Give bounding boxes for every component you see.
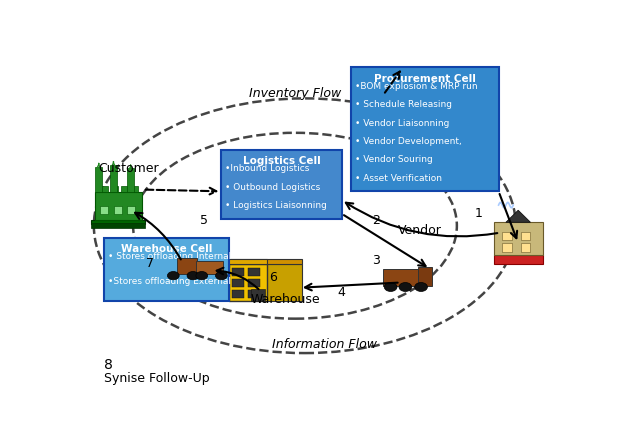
Bar: [196, 261, 223, 274]
Text: Synise Follow-Up: Synise Follow-Up: [104, 372, 210, 385]
Bar: [91, 224, 146, 228]
Bar: [248, 268, 260, 276]
Text: •BOM explosion & MRP run: •BOM explosion & MRP run: [355, 82, 478, 91]
Text: Information Flow: Information Flow: [272, 338, 377, 351]
Circle shape: [196, 271, 208, 280]
Circle shape: [187, 271, 199, 280]
Text: • Outbound Logistics: • Outbound Logistics: [225, 183, 320, 192]
Text: • Vendor Development,: • Vendor Development,: [355, 137, 462, 146]
Bar: [520, 232, 530, 240]
Text: • Vendor Souring: • Vendor Souring: [355, 155, 433, 164]
Bar: [91, 220, 146, 224]
Bar: [503, 243, 512, 252]
Text: •Inbound Logistics: •Inbound Logistics: [225, 164, 310, 173]
Bar: [177, 258, 197, 274]
Text: 4: 4: [337, 287, 346, 299]
Text: 6: 6: [269, 271, 277, 284]
Text: 5: 5: [200, 214, 208, 227]
Bar: [418, 267, 432, 286]
Text: Customer: Customer: [98, 162, 158, 175]
Text: Procurement Cell: Procurement Cell: [374, 74, 476, 84]
Circle shape: [399, 283, 411, 291]
Bar: [101, 186, 108, 192]
Text: 2: 2: [372, 214, 380, 227]
Bar: [96, 167, 102, 192]
FancyBboxPatch shape: [222, 150, 342, 219]
Bar: [248, 279, 260, 287]
Text: • Logistics Liaisonning: • Logistics Liaisonning: [225, 201, 327, 210]
Text: 1: 1: [475, 207, 483, 220]
Bar: [232, 279, 244, 287]
Bar: [100, 206, 108, 214]
Text: • Schedule Releasing: • Schedule Releasing: [355, 100, 453, 109]
Text: Vendor: Vendor: [398, 224, 442, 237]
Bar: [248, 291, 260, 298]
FancyBboxPatch shape: [351, 67, 499, 191]
Text: • Asset Verification: • Asset Verification: [355, 173, 442, 183]
Polygon shape: [227, 259, 266, 264]
Bar: [229, 264, 266, 301]
Text: Inventory Flow: Inventory Flow: [249, 87, 341, 100]
Text: Logistics Cell: Logistics Cell: [242, 156, 320, 166]
Circle shape: [167, 271, 179, 280]
FancyArrowPatch shape: [146, 188, 216, 194]
Text: 7: 7: [146, 257, 154, 270]
Polygon shape: [227, 259, 303, 264]
Circle shape: [215, 271, 227, 280]
Bar: [95, 192, 142, 220]
Bar: [232, 291, 244, 298]
FancyArrowPatch shape: [385, 72, 400, 93]
Text: 3: 3: [372, 253, 380, 267]
Text: • Vendor Liaisonning: • Vendor Liaisonning: [355, 118, 449, 127]
Text: Warehouse Cell: Warehouse Cell: [120, 244, 212, 254]
Circle shape: [415, 283, 427, 291]
Bar: [232, 268, 244, 276]
Bar: [130, 186, 137, 192]
Bar: [494, 255, 542, 264]
Bar: [115, 206, 122, 214]
Bar: [110, 165, 117, 192]
Bar: [384, 269, 420, 286]
Text: •Stores offloading External: •Stores offloading External: [108, 277, 230, 286]
Bar: [494, 222, 542, 255]
Bar: [251, 289, 265, 301]
Circle shape: [384, 283, 397, 291]
Polygon shape: [506, 210, 530, 222]
Bar: [127, 168, 134, 192]
Text: 8: 8: [104, 358, 113, 372]
Bar: [111, 186, 118, 192]
Bar: [520, 243, 530, 252]
Bar: [266, 264, 303, 301]
Bar: [121, 186, 128, 192]
Text: • Stores offloading Internal: • Stores offloading Internal: [108, 252, 231, 261]
FancyBboxPatch shape: [104, 238, 229, 301]
Text: Warehouse: Warehouse: [251, 293, 320, 306]
Bar: [503, 232, 512, 240]
Bar: [127, 206, 135, 214]
